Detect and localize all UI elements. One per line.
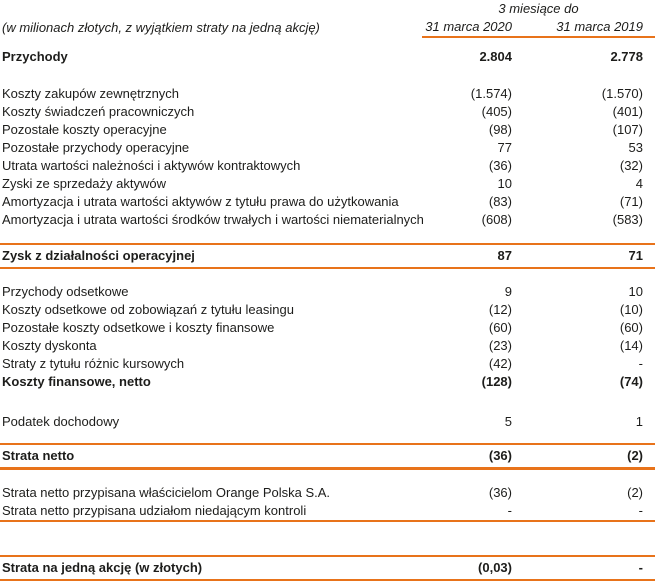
date-column-headers: 31 marca 2020 31 marca 2019 [422,18,655,36]
value-2020: 77 [497,140,512,155]
value-2019: 1 [635,414,643,429]
value-2019: 71 [628,248,643,263]
row-label: Przychody [2,49,68,64]
value-2019: - [638,503,643,518]
value-2020: (36) [488,158,512,173]
value-2020: (608) [481,212,512,227]
value-2019: (2) [627,448,643,463]
value-2019: - [638,356,643,371]
table-row: Podatek dochodowy 5 1 [0,413,655,431]
row-label: Amortyzacja i utrata wartości aktywów z … [2,194,399,209]
table-row: Strata netto (36) (2) [0,443,655,470]
table-row: Przychody 2.804 2.778 [0,48,655,66]
value-2019: (60) [619,320,643,335]
period-header: 3 miesiące do [498,1,579,16]
value-2019: (583) [612,212,643,227]
value-2020: (36) [488,448,512,463]
row-label: Strata na jedną akcję (w złotych) [2,560,203,575]
value-2020: (60) [488,320,512,335]
value-2020: (128) [481,374,512,389]
table-row: Pozostałe przychody operacyjne 77 53 [0,139,655,157]
table-row: Koszty dyskonta (23) (14) [0,337,655,355]
row-label: Koszty świadczeń pracowniczych [2,104,195,119]
row-label: Zyski ze sprzedaży aktywów [2,176,166,191]
row-label: Zysk z działalności operacyjnej [2,248,195,263]
value-2020: (98) [488,122,512,137]
value-2020: 10 [497,176,512,191]
row-label: Strata netto [2,448,75,463]
row-label: Przychody odsetkowe [2,284,129,299]
value-2020: 2.804 [479,49,512,64]
value-2020: 9 [504,284,512,299]
table-row: Strata na jedną akcję (w złotych) (0,03) - [0,555,655,581]
row-label: Koszty finansowe, netto [2,374,151,389]
table-row: Pozostałe koszty odsetkowe i koszty fina… [0,319,655,337]
table-row: Koszty zakupów zewnętrznych (1.574) (1.570… [0,85,655,103]
value-2020: 5 [504,414,512,429]
value-2020: (1.574) [470,86,512,101]
row-label: Utrata wartości należności i aktywów kon… [2,158,301,173]
value-2020: (83) [488,194,512,209]
value-2020: (12) [488,302,512,317]
row-label: Amortyzacja i utrata wartości środków tr… [2,212,424,227]
row-label: Strata netto przypisana udziałom niedają… [2,503,307,518]
value-2020: (23) [488,338,512,353]
statement-rows: Przychody 2.804 2.778 Koszty zakupów zewnęt… [0,48,655,581]
value-2020: (42) [488,356,512,371]
table-header: (w milionach złotych, z wyjątkiem straty… [0,0,655,38]
value-2020: (0,03) [478,560,512,575]
value-2019: (10) [619,302,643,317]
table-row: Amortyzacja i utrata wartości aktywów z … [0,193,655,211]
row-label: Koszty odsetkowe od zobowiązań z tytułu … [2,302,294,317]
value-2019: (107) [612,122,643,137]
period-columns-header: 3 miesiące do 31 marca 2020 31 marca 201… [422,0,655,38]
row-label: Pozostałe przychody operacyjne [2,140,190,155]
table-row: Pozostałe koszty operacyjne (98) (107) [0,121,655,139]
unit-note: (w milionach złotych, z wyjątkiem straty… [2,20,320,35]
table-row: Zyski ze sprzedaży aktywów 10 4 [0,175,655,193]
table-row: Utrata wartości należności i aktywów kon… [0,157,655,175]
value-2019: 2.778 [610,49,643,64]
value-2019: 10 [628,284,643,299]
value-2019: (71) [619,194,643,209]
value-2020: 87 [497,248,512,263]
table-row: Przychody odsetkowe 9 10 [0,283,655,301]
row-label: Podatek dochodowy [2,414,120,429]
value-2020: (36) [488,485,512,500]
value-2019: (2) [627,485,643,500]
column-header-2019: 31 marca 2019 [556,19,643,34]
value-2020: - [507,503,512,518]
value-2019: (14) [619,338,643,353]
row-label: Strata netto przypisana właścicielom Ora… [2,485,331,500]
value-2020: (405) [481,104,512,119]
table-row: Strata netto przypisana udziałom niedają… [0,502,655,522]
column-header-2020: 31 marca 2020 [425,19,512,34]
row-label: Koszty zakupów zewnętrznych [2,86,180,101]
table-row: Amortyzacja i utrata wartości środków tr… [0,211,655,229]
table-row: Straty z tytułu różnic kursowych (42) - [0,355,655,373]
row-label: Pozostałe koszty operacyjne [2,122,167,137]
table-row: Koszty finansowe, netto (128) (74) [0,373,655,391]
value-2019: (74) [619,374,643,389]
value-2019: (1.570) [601,86,643,101]
value-2019: - [638,560,643,575]
row-label: Koszty dyskonta [2,338,97,353]
value-2019: 53 [628,140,643,155]
value-2019: (401) [612,104,643,119]
value-2019: (32) [619,158,643,173]
table-row: Koszty odsetkowe od zobowiązań z tytułu … [0,301,655,319]
value-2019: 4 [635,176,643,191]
row-label: Straty z tytułu różnic kursowych [2,356,185,371]
table-row: Zysk z działalności operacyjnej 87 71 [0,243,655,269]
table-row: Strata netto przypisana właścicielom Ora… [0,484,655,502]
table-row: Koszty świadczeń pracowniczych (405) (401) [0,103,655,121]
row-label: Pozostałe koszty odsetkowe i koszty fina… [2,320,275,335]
